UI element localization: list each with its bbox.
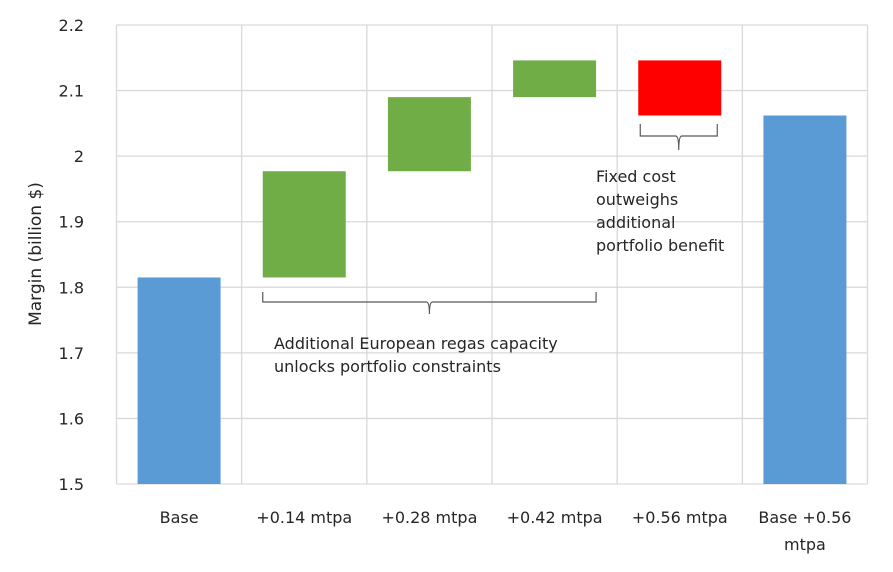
x-axis-label: +0.14 mtpa [256, 508, 352, 527]
y-axis-label: Margin (billion $) [26, 182, 46, 326]
annotation-fixed-cost-text: portfolio benefit [596, 236, 724, 255]
gridlines [115, 24, 869, 485]
y-tick-label: 1.6 [59, 409, 84, 428]
annotation-fixed-cost-text: additional [596, 213, 675, 232]
x-axis-label: mtpa [784, 535, 826, 554]
brace-fixed-cost [639, 124, 718, 151]
bar-decrease [638, 60, 722, 116]
annotation-regas-text: unlocks portfolio constraints [274, 357, 501, 376]
brace-regas [262, 292, 597, 315]
bar-total [763, 115, 847, 484]
bar-increase [262, 171, 346, 278]
bar-total [137, 277, 221, 484]
x-axis-labels: Base +0.14 mtpa +0.28 mtpa +0.42 mtpa +0.56 … [160, 508, 852, 554]
annotation-regas-text: Additional European regas capacity [274, 334, 558, 353]
annotations: Additional European regas capacity unlock… [262, 124, 724, 376]
bar-increase [513, 60, 597, 98]
y-tick-label: 1.5 [59, 475, 84, 494]
y-tick-label: 2.2 [59, 16, 84, 35]
x-axis-label: +0.56 mtpa [632, 508, 728, 527]
y-tick-label: 1.7 [59, 344, 84, 363]
bars [137, 60, 847, 484]
y-tick-label: 2 [74, 147, 84, 166]
bar-increase [387, 97, 471, 172]
annotation-fixed-cost-text: outweighs [596, 190, 678, 209]
x-axis-label: Base [160, 508, 199, 527]
y-tick-label: 1.9 [59, 213, 84, 232]
annotation-fixed-cost-text: Fixed cost [596, 167, 676, 186]
x-axis-label: +0.42 mtpa [507, 508, 603, 527]
y-tick-label: 2.1 [59, 82, 84, 101]
x-axis-label: Base +0.56 [758, 508, 851, 527]
x-axis-label: +0.28 mtpa [381, 508, 477, 527]
y-tick-label: 1.8 [59, 278, 84, 297]
y-axis-ticks: 1.5 1.6 1.7 1.8 1.9 2 2.1 2.2 [59, 16, 84, 494]
